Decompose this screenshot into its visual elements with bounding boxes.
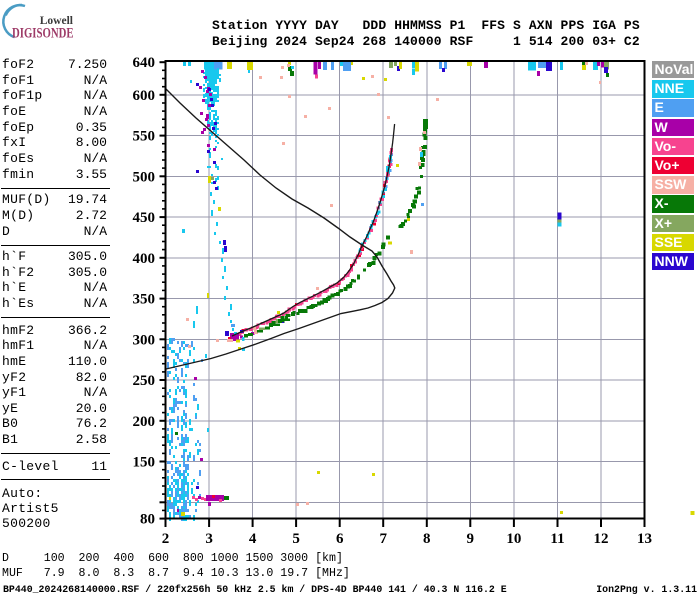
svg-text:2: 2 (162, 531, 170, 547)
svg-text:250: 250 (133, 373, 156, 389)
svg-text:200: 200 (133, 414, 156, 430)
svg-text:DIGISONDE: DIGISONDE (12, 26, 74, 42)
svg-text:8: 8 (423, 531, 431, 547)
svg-text:400: 400 (133, 251, 156, 267)
svg-text:6: 6 (336, 531, 344, 547)
svg-text:350: 350 (133, 292, 156, 308)
svg-text:13: 13 (637, 531, 652, 547)
svg-text:300: 300 (133, 332, 156, 348)
svg-text:3: 3 (205, 531, 213, 547)
svg-text:600: 600 (133, 88, 156, 104)
svg-text:10: 10 (506, 531, 521, 547)
svg-text:5: 5 (292, 531, 300, 547)
svg-text:Lowell: Lowell (40, 15, 73, 27)
svg-text:150: 150 (133, 455, 156, 471)
svg-text:9: 9 (467, 531, 475, 547)
svg-text:80: 80 (140, 512, 155, 528)
svg-text:550: 550 (133, 129, 156, 145)
svg-text:12: 12 (594, 531, 609, 547)
svg-text:450: 450 (133, 210, 156, 226)
svg-text:640: 640 (133, 55, 156, 71)
svg-text:500: 500 (133, 169, 156, 185)
svg-text:4: 4 (249, 531, 257, 547)
svg-text:11: 11 (550, 531, 564, 547)
svg-text:7: 7 (379, 531, 387, 547)
